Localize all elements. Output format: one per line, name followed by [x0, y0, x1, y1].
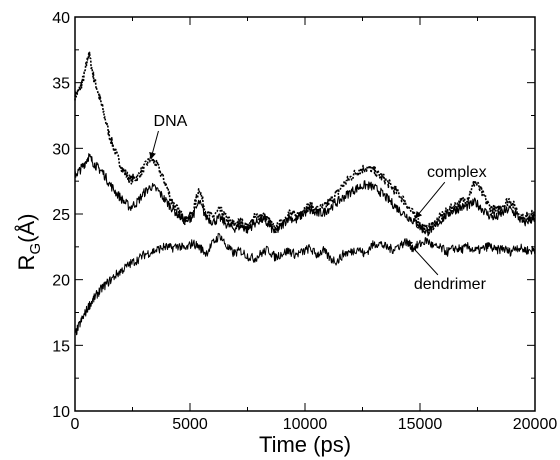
y-tick-label: 10: [52, 404, 70, 421]
x-tick-label: 10000: [283, 416, 328, 433]
series-line-complex: [74, 153, 536, 237]
y-tick-label: 35: [52, 76, 70, 93]
y-tick-label: 20: [52, 273, 70, 290]
y-tick-label: 40: [52, 10, 70, 27]
ticks-layer: 0 5000 10000 15000 20000 10 15 20 25 30 35 40: [52, 10, 557, 433]
x-tick-label: 15000: [398, 416, 443, 433]
y-axis-title: RG(Å): [14, 214, 44, 271]
x-tick-label: 20000: [513, 416, 558, 433]
x-tick-label: 0: [71, 416, 80, 433]
y-tick-label: 30: [52, 141, 70, 158]
x-axis-title: Time (ps): [259, 432, 351, 457]
annotation-arrow-dendrimer: [405, 239, 439, 276]
series-line-dendrimer: [74, 232, 536, 336]
annotation-layer: DNA complex dendrimer: [149, 113, 487, 293]
annotation-DNA: DNA: [154, 113, 188, 130]
y-axis-title-unit: (Å): [14, 214, 39, 243]
y-tick-label: 15: [52, 338, 70, 355]
y-tick-label: 25: [52, 207, 70, 224]
series-layer: [74, 51, 536, 336]
x-tick-label: 5000: [172, 416, 208, 433]
y-axis-title-main: R: [14, 255, 39, 271]
annotation-arrow-DNA: [149, 130, 159, 160]
annotation-dendrimer: dendrimer: [414, 276, 487, 293]
y-axis-title-subscript: G: [27, 243, 44, 255]
annotation-arrow-complex: [414, 181, 446, 219]
annotation-complex: complex: [427, 164, 487, 181]
series-line-DNA: [74, 51, 536, 235]
